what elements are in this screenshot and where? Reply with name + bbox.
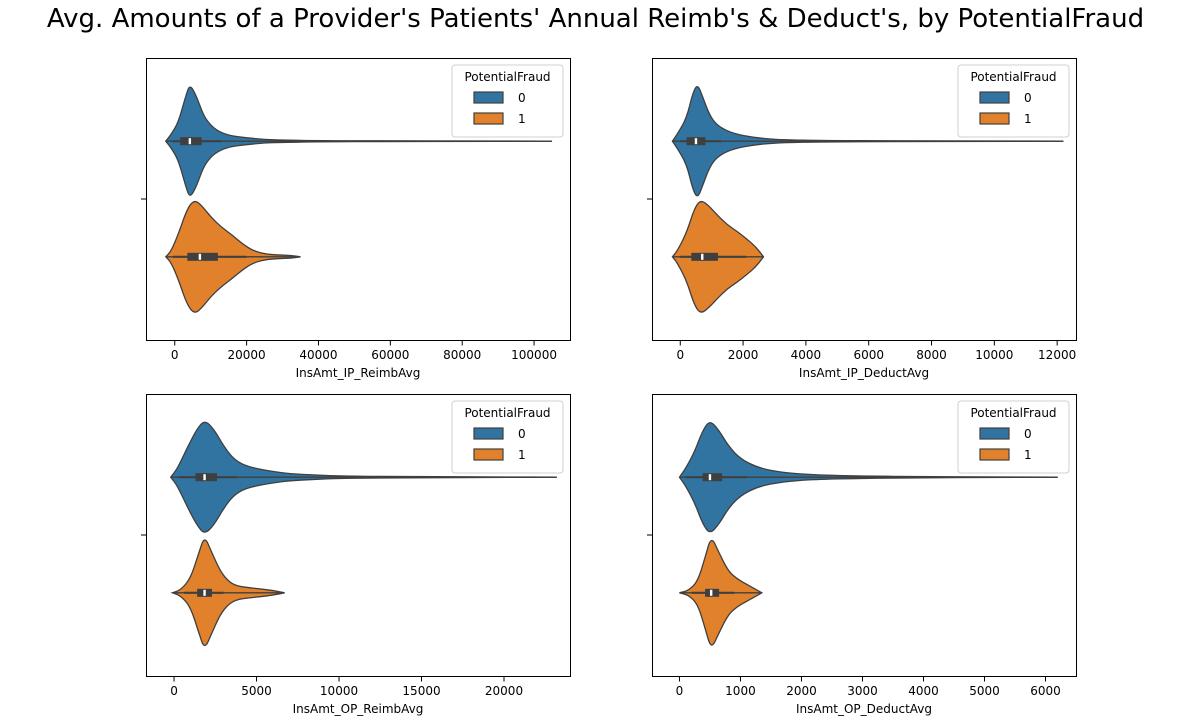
- subplot-ip-deduct: 0 2000 4000 6000 8000 10000 12000 InsAmt_IP_Ded…: [647, 58, 1077, 380]
- x-tick-label: 10000: [320, 684, 358, 698]
- x-tick-label: 2000: [728, 348, 759, 362]
- x-tick-label: 4000: [908, 684, 939, 698]
- subplot-op-deduct: 0 1000 2000 3000 4000 5000 6000 InsAmt_OP_Deduc…: [647, 394, 1077, 716]
- violin-median-marker: [188, 138, 192, 145]
- legend-swatch-class-1: [979, 112, 1010, 125]
- legend-entry-label: 0: [1024, 91, 1032, 105]
- x-tick-label: 5000: [969, 684, 1000, 698]
- axes-frame: [652, 58, 1077, 341]
- legend-swatch-class-0: [473, 91, 504, 104]
- legend-title: PotentialFraud: [464, 70, 550, 84]
- legend-title: PotentialFraud: [970, 406, 1056, 420]
- x-tick-label: 20000: [485, 684, 523, 698]
- legend-swatch-class-1: [473, 112, 504, 125]
- legend-entry-label: 1: [518, 448, 526, 462]
- x-axis-label: InsAmt_IP_ReimbAvg: [296, 366, 421, 380]
- legend: PotentialFraud 0 1: [957, 400, 1070, 474]
- x-axis-label: InsAmt_OP_ReimbAvg: [293, 702, 424, 716]
- legend-entry-label: 1: [518, 112, 526, 126]
- x-tick-label: 6000: [853, 348, 884, 362]
- x-tick-label: 4000: [791, 348, 822, 362]
- legend-entry-label: 0: [518, 91, 526, 105]
- legend-entry-label: 0: [1024, 427, 1032, 441]
- violin-median-marker: [701, 253, 704, 260]
- axes-frame: [652, 394, 1077, 677]
- violin-median-marker: [709, 589, 713, 596]
- x-tick-label: 0: [171, 348, 179, 362]
- x-tick-label: 0: [170, 684, 178, 698]
- x-tick-label: 8000: [916, 348, 947, 362]
- x-tick-label: 6000: [1030, 684, 1061, 698]
- violin-median-marker: [694, 138, 698, 145]
- x-tick-label: 10000: [975, 348, 1013, 362]
- figure-title: Avg. Amounts of a Provider's Patients' A…: [46, 4, 1145, 34]
- x-axis-label: InsAmt_OP_DeductAvg: [796, 702, 932, 716]
- x-axis-label: InsAmt_IP_DeductAvg: [799, 366, 929, 380]
- legend: PotentialFraud 0 1: [957, 64, 1070, 138]
- legend: PotentialFraud 0 1: [451, 64, 564, 138]
- x-tick-label: 15000: [402, 684, 440, 698]
- x-tick-label: 0: [676, 348, 684, 362]
- x-tick-label: 0: [676, 684, 684, 698]
- legend-swatch-class-0: [473, 427, 504, 440]
- legend-swatch-class-1: [473, 448, 504, 461]
- x-tick-label: 2000: [786, 684, 817, 698]
- violin-iqr-box: [195, 473, 217, 482]
- legend-entry-label: 0: [518, 427, 526, 441]
- legend-entry-label: 1: [1024, 448, 1032, 462]
- x-tick-label: 80000: [443, 348, 481, 362]
- violin-iqr-box: [691, 252, 718, 261]
- x-tick-label: 20000: [228, 348, 266, 362]
- subplot-ip-reimb: 0 20000 40000 60000 80000 100000 InsAmt_IP_Rei…: [141, 58, 571, 380]
- violin-median-marker: [198, 253, 202, 260]
- violin-iqr-box: [187, 252, 218, 261]
- x-tick-label: 5000: [241, 684, 272, 698]
- legend-entry-label: 1: [1024, 112, 1032, 126]
- violin-median-marker: [203, 474, 206, 481]
- axes-frame: [146, 394, 571, 677]
- violin-median-marker: [708, 474, 712, 481]
- x-tick-label: 60000: [371, 348, 409, 362]
- x-tick-label: 40000: [299, 348, 337, 362]
- violin-median-marker: [203, 589, 206, 596]
- x-tick-label: 12000: [1038, 348, 1076, 362]
- violin-iqr-box: [702, 473, 723, 482]
- legend-swatch-class-0: [979, 427, 1010, 440]
- legend-swatch-class-0: [979, 91, 1010, 104]
- x-tick-label: 3000: [847, 684, 878, 698]
- legend-title: PotentialFraud: [970, 70, 1056, 84]
- legend-title: PotentialFraud: [464, 406, 550, 420]
- legend: PotentialFraud 0 1: [451, 400, 564, 474]
- subplot-op-reimb: 0 5000 10000 15000 20000 InsAmt_OP_ReimbAvg Po…: [141, 394, 571, 716]
- x-tick-label: 1000: [725, 684, 756, 698]
- legend-swatch-class-1: [979, 448, 1010, 461]
- x-tick-label: 100000: [511, 348, 557, 362]
- axes-frame: [146, 58, 571, 341]
